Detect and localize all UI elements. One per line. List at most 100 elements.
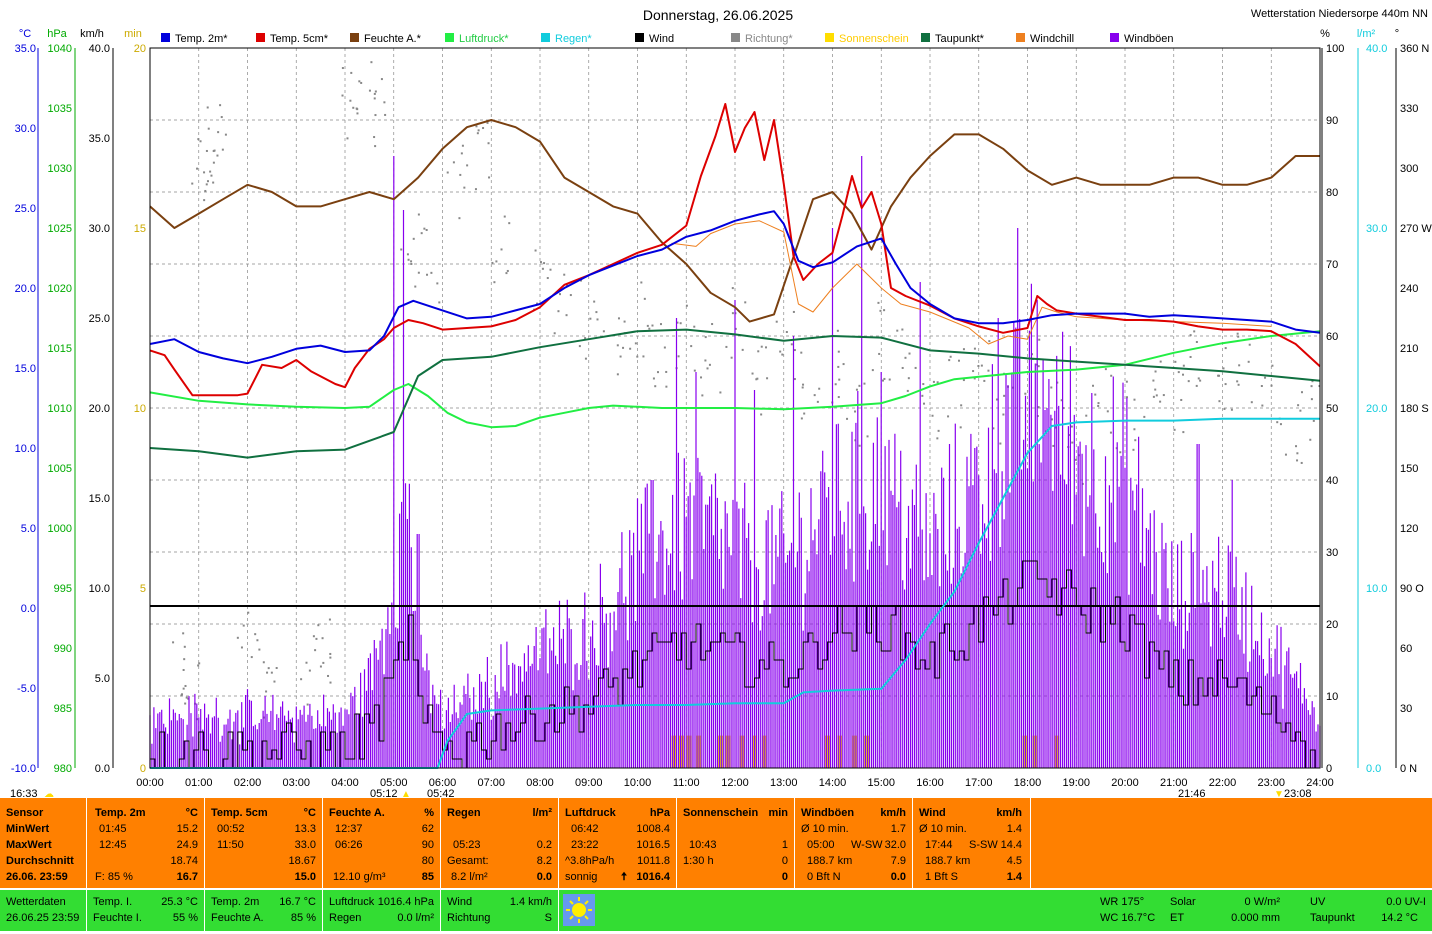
direction-tick-label: 90 O: [1400, 583, 1424, 595]
current-datetime: 26.06.25 23:59: [6, 912, 80, 924]
rain-unit: l/m²: [532, 807, 552, 819]
sunshine-max: 1: [781, 839, 788, 851]
pressure-tick-label: 1020: [48, 283, 72, 295]
direction-dot: [1187, 380, 1190, 383]
legend-swatch: [825, 33, 834, 42]
current-col-pressure: Luftdruck 1016.4 hPa Regen 0.0 l/m²: [323, 890, 441, 931]
direction-dot: [206, 180, 209, 183]
direction-dot: [1173, 428, 1176, 431]
direction-dot: [423, 227, 426, 230]
stats-avg-label: Durchschnitt: [6, 855, 74, 867]
direction-dot: [948, 359, 951, 362]
direction-dot: [803, 412, 806, 415]
current-rain-label: Regen: [329, 912, 362, 924]
wind-tick-label: 35.0: [89, 133, 110, 145]
direction-dot: [466, 164, 469, 167]
direction-dot: [1230, 408, 1233, 411]
stats-col-sunshine: Sonnenschein min 10:43 1 1:30 h 0 0: [677, 798, 795, 888]
direction-dot: [1070, 425, 1073, 428]
direction-dot: [1224, 347, 1227, 350]
pressure-min-time: 06:42: [571, 823, 599, 835]
direction-dot: [543, 262, 546, 265]
rain-head: Regen: [447, 807, 481, 819]
rain-tick-label: 40.0: [1366, 43, 1387, 55]
direction-dot: [578, 345, 581, 348]
direction-dot: [616, 373, 619, 376]
x-tick-label: 15:00: [867, 777, 895, 789]
direction-dot: [476, 132, 479, 135]
direction-dot: [203, 199, 206, 202]
direction-dot: [506, 269, 509, 272]
direction-dot: [1133, 428, 1136, 431]
series-regen: [150, 417, 1320, 769]
direction-dot: [656, 371, 659, 374]
direction-dot: [1218, 374, 1221, 377]
direction-dot: [977, 364, 980, 367]
wind-avg: 4.5: [1006, 855, 1022, 867]
stats-date-label: 26.06. 23:59: [6, 871, 68, 883]
direction-dot: [1297, 404, 1300, 407]
direction-dot: [553, 332, 556, 335]
humidity-min: 62: [421, 823, 434, 835]
direction-dot: [258, 648, 261, 651]
series-taupunkt: [149, 328, 1321, 459]
direction-dot: [474, 188, 477, 191]
direction-dot: [790, 343, 793, 346]
direction-dot: [430, 271, 433, 274]
direction-dot: [685, 304, 688, 307]
direction-dot: [1182, 373, 1185, 376]
direction-dot: [1092, 384, 1095, 387]
uv-label: UV: [1310, 896, 1326, 908]
wind-bft: 1 Bft S: [925, 871, 959, 883]
direction-dot: [300, 678, 303, 681]
direction-dot: [425, 229, 428, 232]
direction-dot: [1011, 386, 1014, 389]
direction-dot: [349, 99, 352, 102]
direction-dot: [407, 258, 410, 261]
direction-dot: [463, 186, 466, 189]
direction-dot: [406, 253, 409, 256]
direction-dot: [866, 435, 869, 438]
direction-dot: [846, 417, 849, 420]
direction-dot: [719, 391, 722, 394]
x-tick-label: 22:00: [1209, 777, 1237, 789]
direction-dot: [734, 327, 737, 330]
rain-current: 0.0: [536, 871, 552, 883]
direction-dot: [960, 404, 963, 407]
direction-dot: [203, 171, 206, 174]
direction-dot: [1037, 365, 1040, 368]
direction-dot: [315, 637, 318, 640]
x-tick-label: 20:00: [1111, 777, 1139, 789]
direction-dot: [629, 347, 632, 350]
temp-tick-label: 0.0: [21, 603, 36, 615]
direction-dot: [417, 213, 420, 216]
sun-tick-label: 15: [134, 223, 146, 235]
direction-dot: [878, 352, 881, 355]
direction-dot: [368, 89, 371, 92]
moon-icon: ▼: [1274, 789, 1284, 798]
direction-dot: [962, 379, 965, 382]
direction-dot: [983, 379, 986, 382]
percent-tick-label: 20: [1326, 619, 1338, 631]
current-pressure-label: Luftdruck: [329, 896, 375, 908]
direction-dot: [700, 376, 703, 379]
legend-label: Temp. 2m*: [175, 33, 228, 45]
direction-tick-label: 150: [1400, 463, 1418, 475]
pressure-tick-label: 1030: [48, 163, 72, 175]
direction-tick-label: 120: [1400, 523, 1418, 535]
temp-tick-label: -5.0: [17, 683, 36, 695]
x-tick-label: 24:00: [1306, 777, 1334, 789]
current-col-data: Wetterdaten 26.06.25 23:59: [0, 890, 87, 931]
pressure-tick-label: 990: [54, 643, 72, 655]
direction-dot: [617, 317, 620, 320]
direction-dot: [904, 356, 907, 359]
wind-max-time: 17:44: [925, 839, 953, 851]
direction-dot: [546, 277, 549, 280]
direction-dot: [1193, 330, 1196, 333]
direction-dot: [308, 669, 311, 672]
direction-dot: [312, 635, 315, 638]
pressure-unit: hPa: [47, 28, 67, 40]
direction-dot: [816, 400, 819, 403]
direction-dot: [256, 639, 259, 642]
indoor-humidity-label: Feuchte I.: [93, 912, 142, 924]
